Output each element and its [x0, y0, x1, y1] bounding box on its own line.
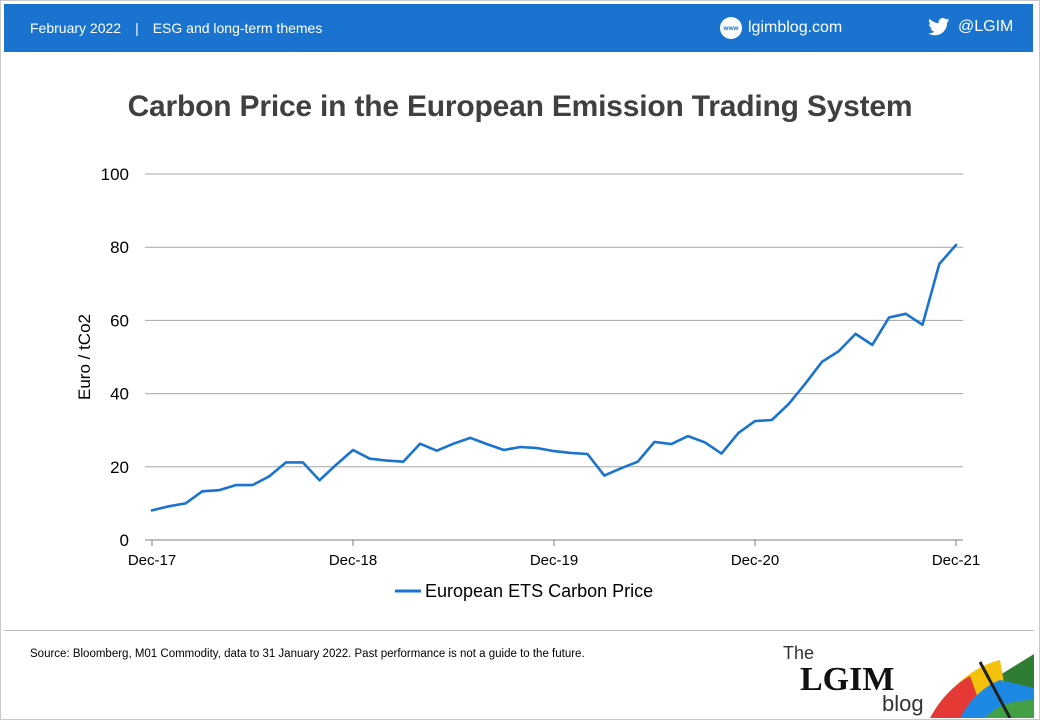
chart-title: Carbon Price in the European Emission Tr…	[127, 90, 913, 123]
header-info: February 2022 | ESG and long-term themes	[30, 20, 322, 36]
twitter-link[interactable]: @LGIM	[928, 18, 1013, 36]
x-tick-label: Dec-21	[932, 552, 980, 569]
x-tick-label: Dec-18	[329, 552, 377, 569]
umbrella-graphic	[930, 654, 1034, 718]
x-tick-label: Dec-17	[128, 552, 176, 569]
x-tick-label: Dec-20	[731, 552, 779, 569]
lgim-blog-logo: The LGIM blog	[783, 643, 1034, 718]
y-axis-label: Euro / tCo2	[75, 314, 94, 400]
series-lines	[150, 243, 958, 512]
grid-lines	[145, 173, 963, 468]
legend-label: European ETS Carbon Price	[425, 581, 653, 601]
logo-lgim: LGIM	[800, 661, 894, 698]
header-bar: February 2022 | ESG and long-term themes w…	[4, 4, 1033, 52]
footer-divider	[4, 630, 1034, 631]
header-date: February 2022	[30, 20, 122, 36]
logo-the: The	[783, 643, 814, 663]
legend: European ETS Carbon Price	[395, 581, 653, 601]
logo-blog: blog	[882, 691, 924, 716]
twitter-icon	[928, 18, 950, 36]
site-label: lgimblog.com	[748, 19, 843, 36]
series-line	[150, 243, 958, 512]
twitter-handle: @LGIM	[958, 18, 1014, 35]
site-link[interactable]: www lgimblog.com	[720, 17, 842, 39]
header-topic: ESG and long-term themes	[152, 20, 323, 36]
www-icon: www	[720, 17, 742, 39]
y-tick-label: 40	[110, 385, 129, 404]
axes: 0 20 40 60 80 100 Dec-17 Dec-18 Dec-19 Dec-20 Dec-…	[75, 165, 980, 569]
y-tick-label: 80	[110, 238, 129, 257]
y-tick-label: 100	[101, 165, 129, 184]
source-note: Source: Bloomberg, M01 Commodity, data t…	[30, 648, 585, 660]
y-tick-label: 60	[110, 311, 129, 330]
y-tick-label: 20	[110, 458, 129, 477]
y-tick-label: 0	[120, 531, 129, 550]
header-separator: |	[135, 20, 139, 36]
x-tick-label: Dec-19	[530, 552, 578, 569]
line-chart: 0 20 40 60 80 100 Dec-17 Dec-18 Dec-19 Dec-20 Dec-…	[75, 165, 980, 601]
